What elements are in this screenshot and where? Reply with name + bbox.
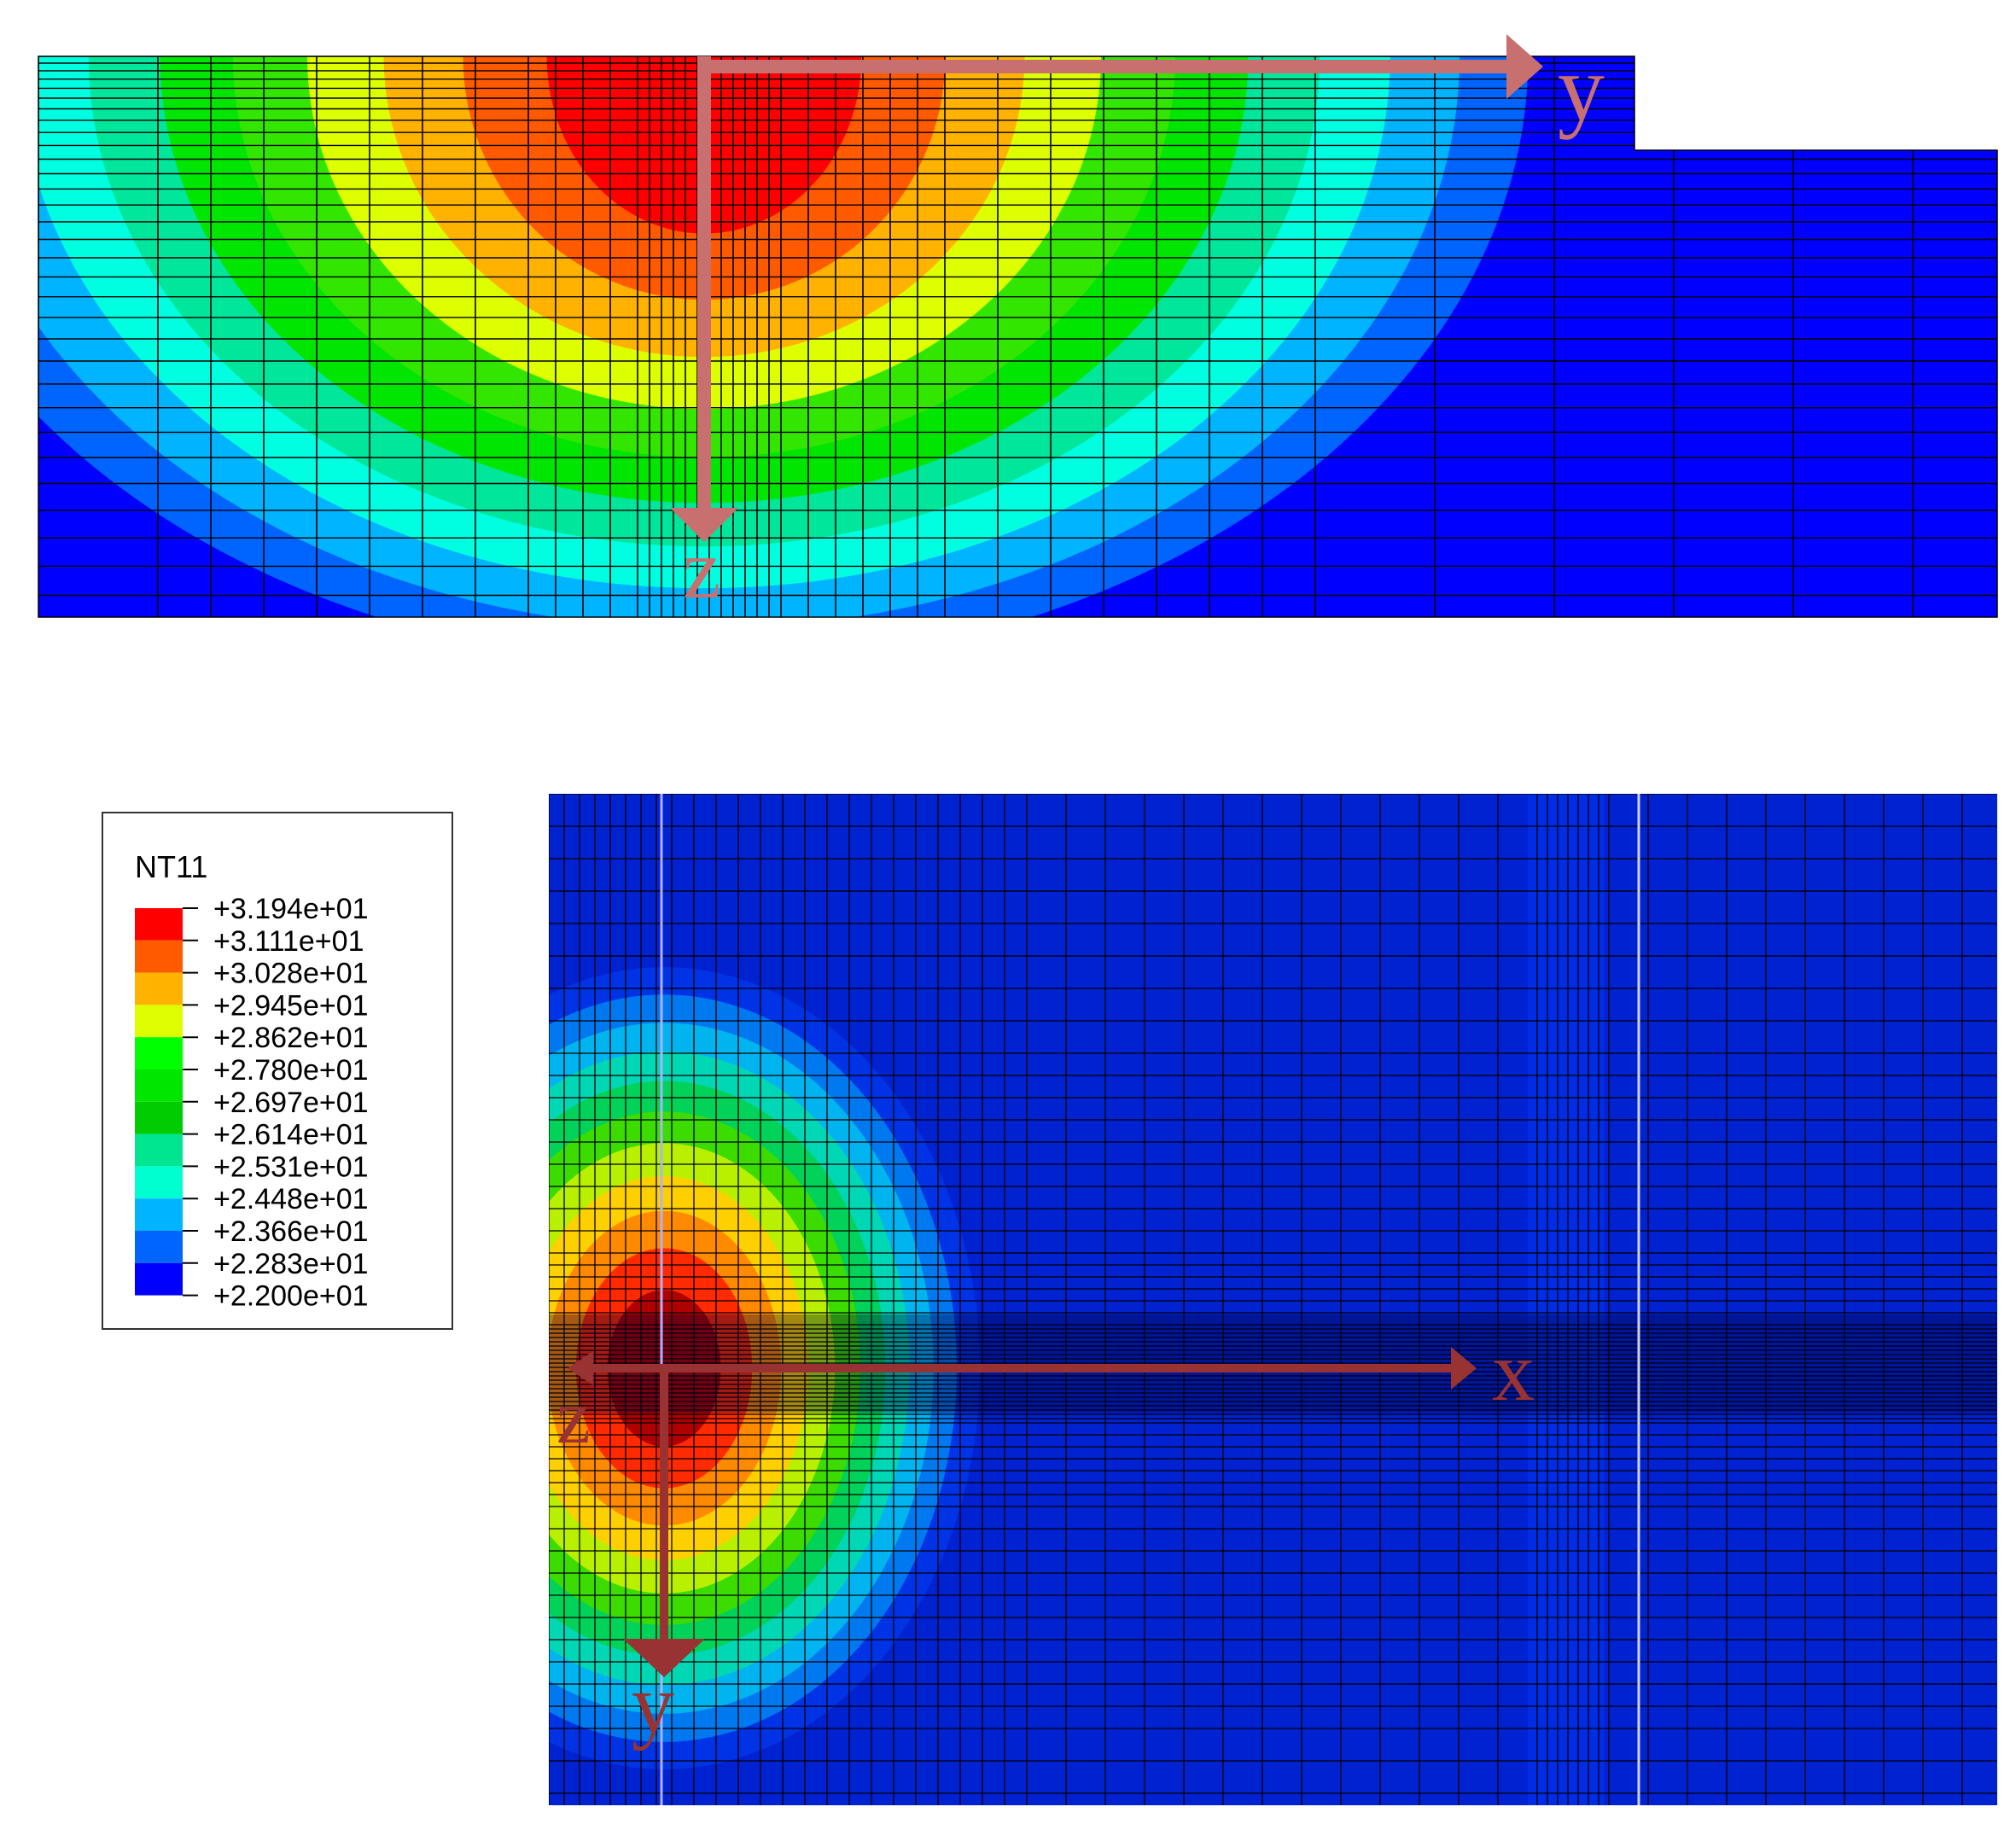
top-z-arrowhead [670, 508, 738, 542]
legend-swatch [135, 1231, 183, 1263]
legend-swatch [135, 908, 183, 941]
legend-label: +3.194e+01 [213, 893, 369, 925]
legend-label: +3.028e+01 [213, 958, 369, 990]
top-z-axis-label: z [683, 522, 720, 616]
legend-swatch [135, 1166, 183, 1199]
bottom-plan-view [549, 794, 1997, 1805]
legend-labels: +3.194e+01+3.111e+01+3.028e+01+2.945e+01… [183, 893, 369, 1313]
legend-label: +2.200e+01 [213, 1280, 369, 1313]
legend-label: +2.697e+01 [213, 1087, 369, 1119]
top-axes: y z [670, 34, 1605, 616]
top-section-view [38, 56, 1997, 617]
bottom-weld-band [549, 1314, 1997, 1413]
legend-label: +2.614e+01 [213, 1119, 369, 1151]
bottom-x-arrowhead [1451, 1347, 1477, 1390]
legend-swatch [135, 1005, 183, 1038]
bottom-y-axis-label: y [632, 1657, 674, 1751]
bottom-y-arrowhead [623, 1639, 705, 1677]
bottom-axes: x y z [556, 1324, 1535, 1751]
bottom-x-axis-label: x [1492, 1324, 1535, 1419]
legend-swatch [135, 1262, 183, 1296]
top-y-axis-label: y [1558, 36, 1605, 140]
legend-title: NT11 [135, 849, 207, 884]
nt11-legend: NT11 +3.194e+01+3.111e+01+3.028e+01+2.94… [102, 812, 453, 1330]
legend-swatch [135, 1069, 183, 1102]
legend-label: +2.366e+01 [213, 1215, 369, 1248]
legend-swatch [135, 940, 183, 973]
legend-label: +2.862e+01 [213, 1022, 369, 1054]
legend-color-bar [135, 908, 183, 1296]
bottom-mesh-grid [549, 794, 1997, 1805]
legend-label: +2.448e+01 [213, 1183, 369, 1215]
legend-label: +3.111e+01 [213, 925, 364, 958]
top-y-arrowhead [1506, 34, 1543, 99]
bottom-z-arrowhead [568, 1351, 593, 1385]
legend-swatch [135, 1134, 183, 1167]
legend-swatch [135, 1101, 183, 1134]
bottom-z-axis-label: z [556, 1375, 591, 1460]
legend-label: +2.945e+01 [213, 989, 369, 1022]
bottom-refined-strip [1528, 794, 1605, 1805]
legend-label: +2.780e+01 [213, 1054, 369, 1087]
top-outline [38, 55, 1998, 618]
legend-swatch [135, 1198, 183, 1231]
legend-swatch [135, 1037, 183, 1069]
legend-label: +2.283e+01 [213, 1248, 369, 1280]
legend-swatch [135, 972, 183, 1005]
legend-label: +2.531e+01 [213, 1151, 369, 1183]
